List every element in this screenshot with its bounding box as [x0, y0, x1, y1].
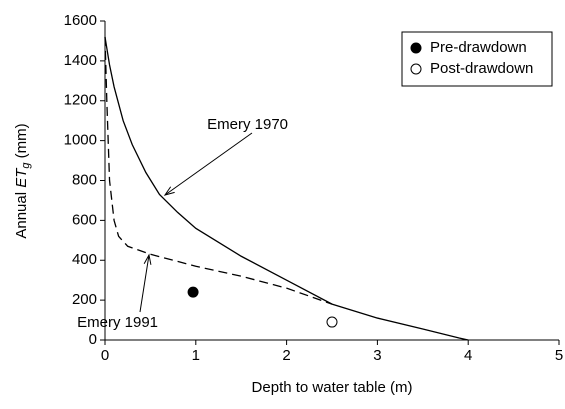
x-tick-label: 3: [373, 347, 381, 364]
x-tick-label: 4: [464, 347, 472, 364]
annotation: Emery 1991: [77, 314, 158, 331]
y-axis-label: Annual ETg (mm): [13, 123, 32, 238]
arrow-head: [143, 253, 152, 265]
annotation-arrow: [139, 254, 150, 313]
y-label-part: g: [20, 162, 32, 169]
legend-marker: [410, 42, 422, 54]
y-tick-label: 600: [72, 211, 97, 228]
x-axis-label: Depth to water table (m): [252, 379, 413, 396]
y-tick-label: 200: [72, 291, 97, 308]
x-tick-label: 1: [192, 347, 200, 364]
x-tick-label: 5: [555, 347, 563, 364]
legend-box: [401, 31, 553, 87]
legend-label: Pre-drawdown: [430, 39, 527, 56]
y-tick-label: 0: [89, 331, 97, 348]
line-series: [104, 36, 333, 305]
y-tick-label: 1000: [64, 132, 97, 149]
point: [187, 286, 199, 298]
x-tick-label: 2: [282, 347, 290, 364]
y-tick-label: 400: [72, 251, 97, 268]
annotation-arrow: [164, 132, 253, 196]
y-label-part: Annual: [13, 188, 30, 239]
line-series: [104, 36, 469, 341]
x-tick-label: 0: [101, 347, 109, 364]
y-label-part: (mm): [13, 123, 30, 162]
y-tick-label: 1600: [64, 12, 97, 29]
arrow-head: [163, 186, 175, 196]
annotation: Emery 1970: [207, 116, 288, 133]
y-tick-label: 800: [72, 171, 97, 188]
y-label-part: ET: [13, 167, 30, 188]
point: [326, 316, 338, 328]
y-tick-label: 1400: [64, 52, 97, 69]
legend-label: Post-drawdown: [430, 60, 533, 77]
legend-marker: [410, 63, 422, 75]
y-tick-label: 1200: [64, 92, 97, 109]
